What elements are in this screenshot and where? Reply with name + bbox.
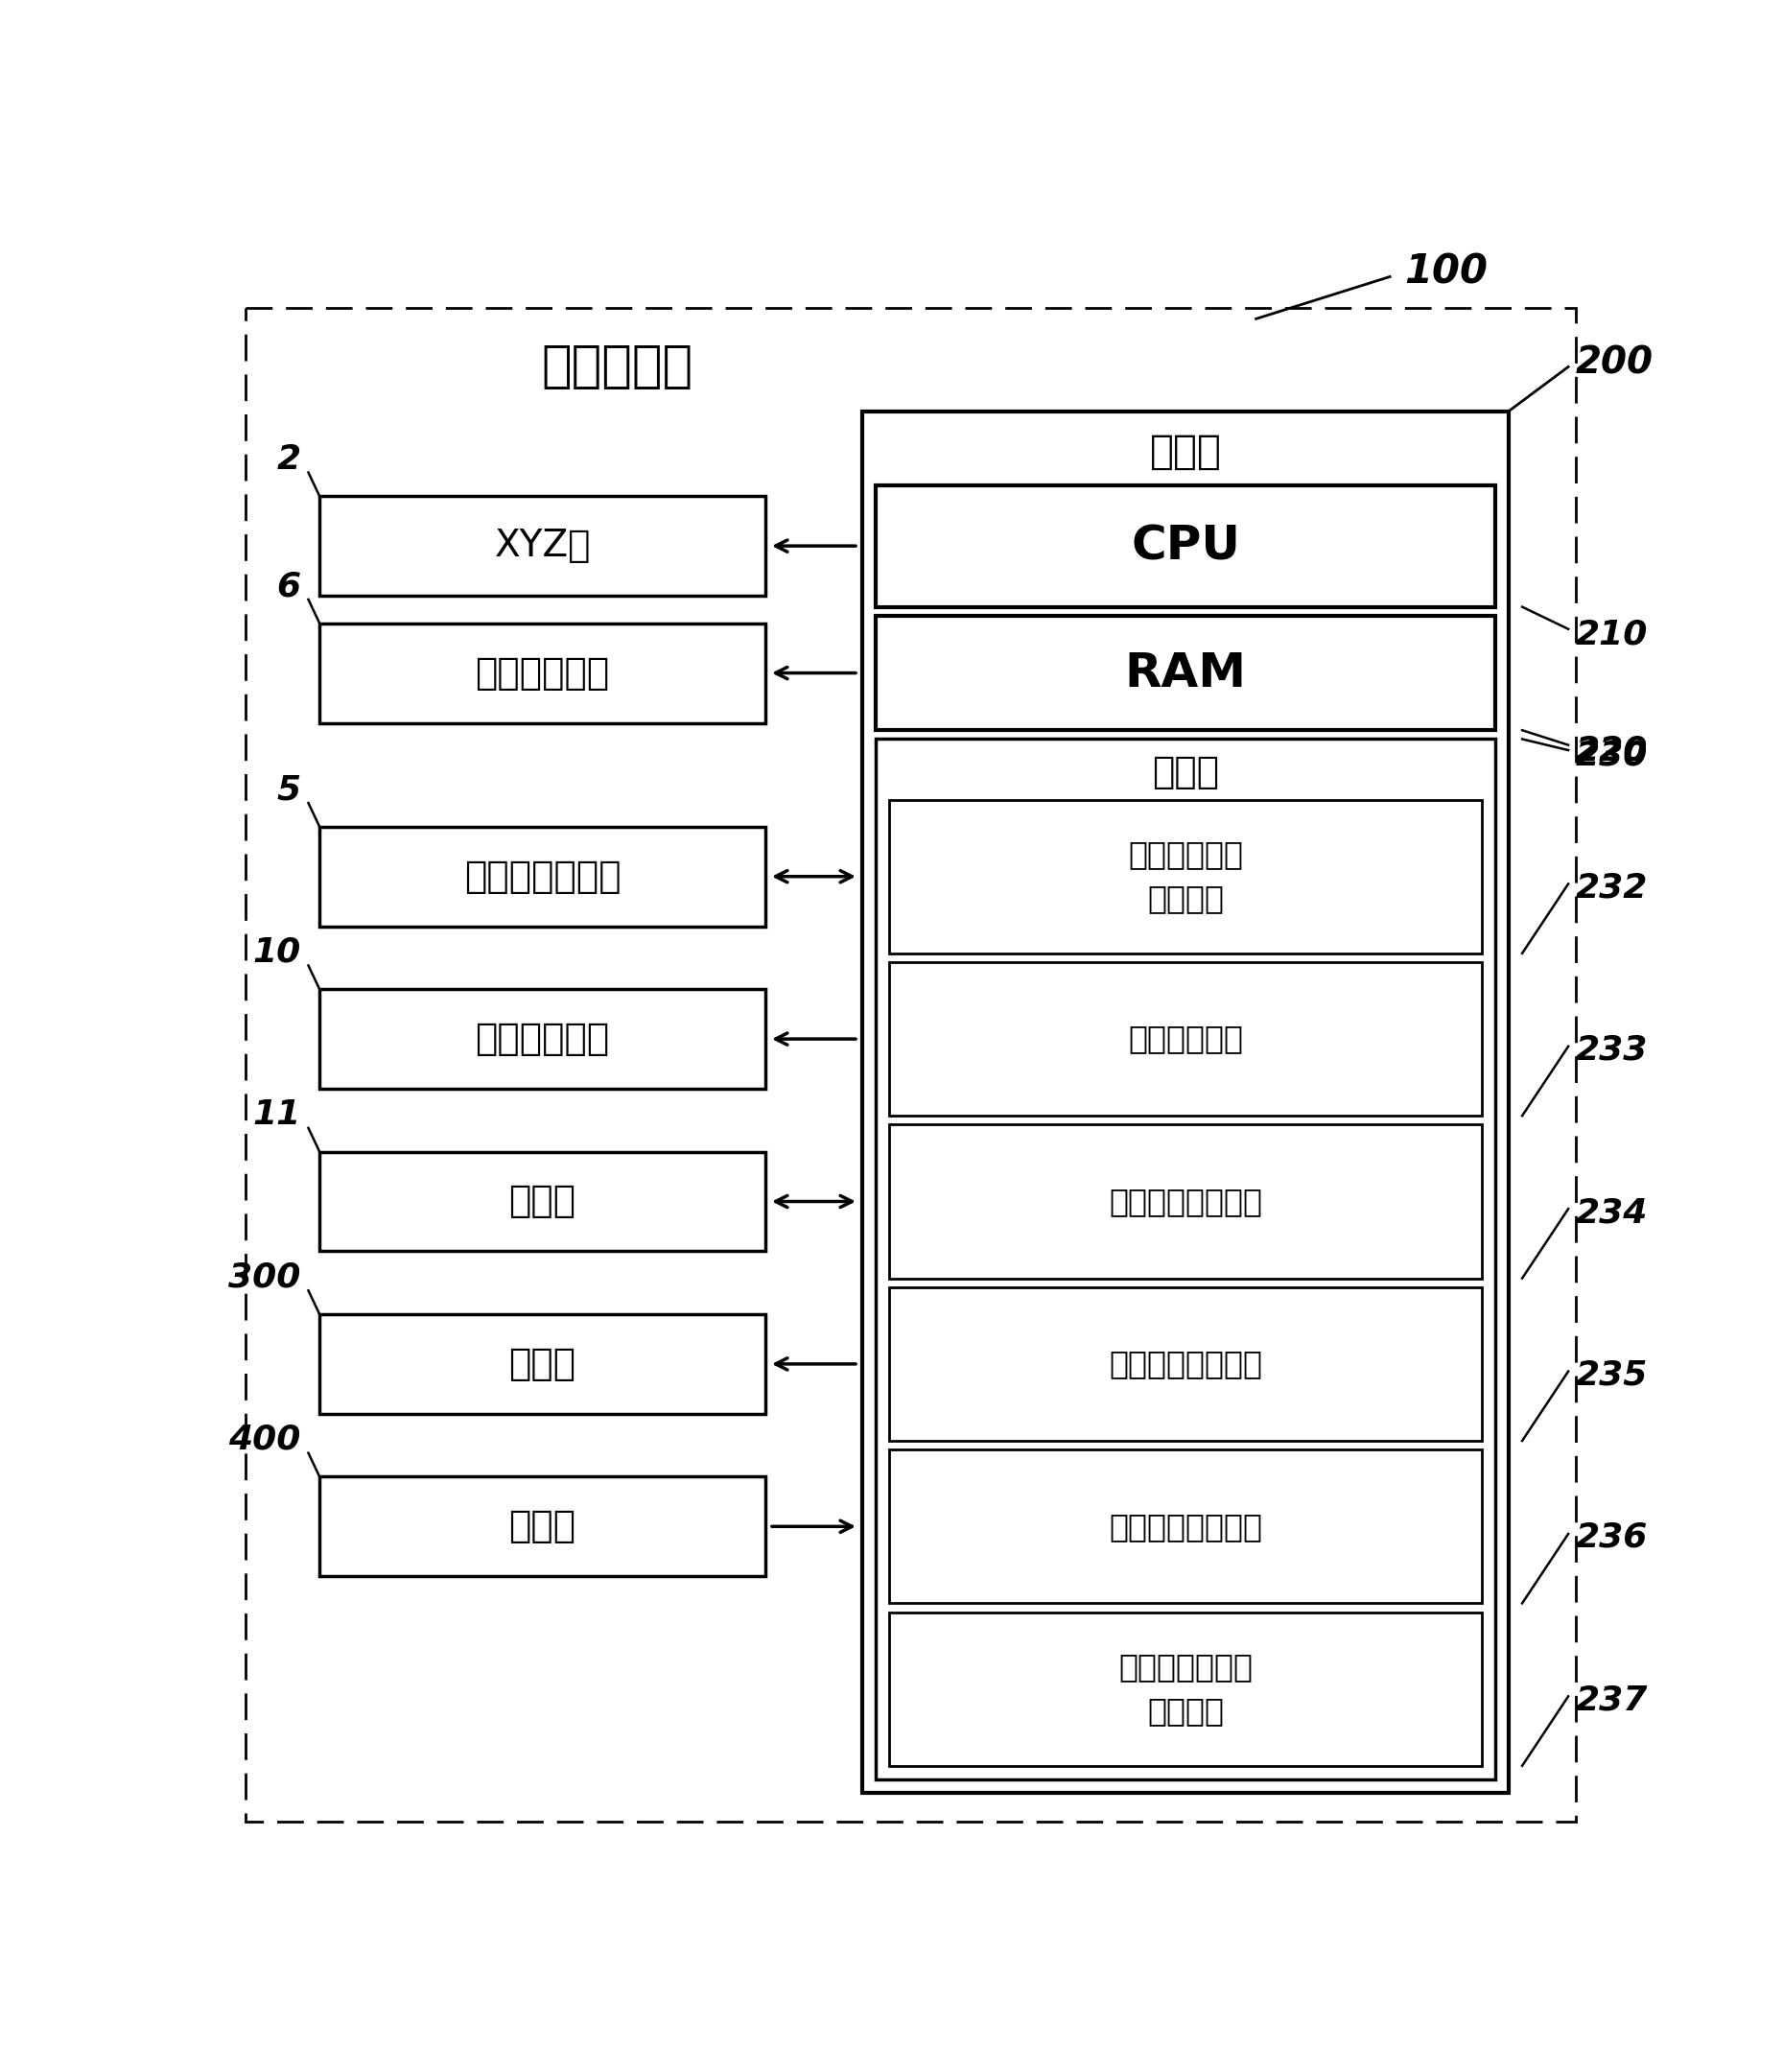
Text: RAM: RAM [1125,651,1246,696]
Bar [319,624,765,723]
Text: 机架基准测量程序: 机架基准测量程序 [1109,1185,1262,1218]
Text: 10: 10 [253,937,301,968]
Text: 237: 237 [1576,1685,1647,1716]
Bar [890,1125,1482,1278]
Text: 230: 230 [1576,740,1647,771]
Text: 11: 11 [253,1098,301,1131]
Text: 存储部: 存储部 [1152,754,1220,792]
Text: 220: 220 [1576,736,1647,767]
Text: 232: 232 [1576,870,1647,903]
Text: 操作部: 操作部 [508,1508,576,1546]
Bar [890,1287,1482,1440]
Bar [875,740,1496,1780]
Text: 210: 210 [1576,620,1647,651]
Bar [890,1612,1482,1765]
Bar [319,1477,765,1577]
Bar [890,961,1482,1117]
Text: 235: 235 [1576,1359,1647,1392]
Text: 100: 100 [1405,253,1489,292]
Bar [890,800,1482,953]
Text: 234: 234 [1576,1196,1647,1229]
Bar [319,1152,765,1251]
Bar [875,615,1496,729]
Bar [875,485,1496,607]
Text: 6: 6 [276,570,301,603]
Text: 压痕试验机: 压痕试验机 [540,342,692,392]
Text: 显示部: 显示部 [508,1345,576,1382]
Text: 机架柔度获得程序: 机架柔度获得程序 [1109,1349,1262,1380]
Text: 载荷调整程序: 载荷调整程序 [1129,1024,1243,1055]
Bar [319,988,765,1088]
Text: 编码器: 编码器 [508,1183,576,1220]
Text: 试件表面基准
测量程序: 试件表面基准 测量程序 [1129,839,1243,914]
Text: XYZ台: XYZ台 [494,528,590,564]
Text: 200: 200 [1576,344,1653,381]
Text: 控制部: 控制部 [1150,431,1221,472]
Text: 压头位移传感器: 压头位移传感器 [464,858,620,895]
Text: 300: 300 [228,1262,301,1293]
Text: 第二加力马达: 第二加力马达 [476,1021,610,1057]
Bar [863,410,1508,1792]
Text: 2: 2 [276,443,301,474]
Bar [319,1314,765,1413]
Bar [319,827,765,926]
Bar [890,1450,1482,1604]
Text: 相关函数获得程序: 相关函数获得程序 [1109,1510,1262,1542]
Text: CPU: CPU [1130,522,1241,570]
Text: 400: 400 [228,1423,301,1457]
Text: 236: 236 [1576,1521,1647,1554]
Text: 233: 233 [1576,1034,1647,1067]
Bar [319,495,765,597]
Text: 修正压痕深度量
获得程序: 修正压痕深度量 获得程序 [1118,1651,1253,1726]
Text: 5: 5 [276,773,301,806]
Text: 第一加力马达: 第一加力马达 [476,655,610,692]
